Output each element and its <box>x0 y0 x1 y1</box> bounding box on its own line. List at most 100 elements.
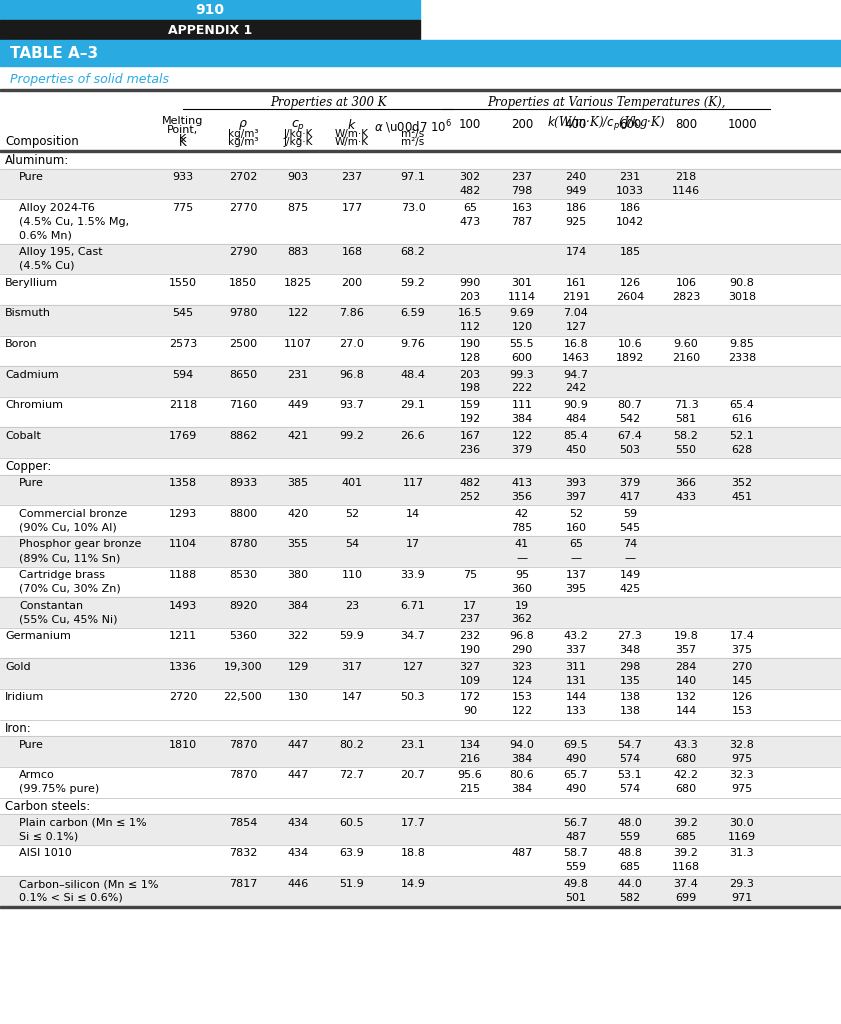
Text: 41: 41 <box>515 540 529 550</box>
Text: 433: 433 <box>675 492 696 502</box>
Text: 27.3: 27.3 <box>617 631 643 641</box>
Text: 357: 357 <box>675 645 696 655</box>
Text: 97.1: 97.1 <box>400 172 426 182</box>
Text: $\rho$: $\rho$ <box>238 118 248 132</box>
Text: 2500: 2500 <box>229 339 257 349</box>
Text: 284: 284 <box>675 662 696 672</box>
Text: 1550: 1550 <box>169 278 197 288</box>
Bar <box>0 274 841 305</box>
Bar <box>0 845 841 876</box>
Text: 600: 600 <box>511 353 532 362</box>
Text: (90% Cu, 10% Al): (90% Cu, 10% Al) <box>19 522 117 532</box>
Text: 65: 65 <box>463 203 477 213</box>
Text: —: — <box>516 553 527 563</box>
Text: 352: 352 <box>732 478 753 488</box>
Text: 52: 52 <box>569 509 583 519</box>
Text: 18.8: 18.8 <box>400 849 426 858</box>
Text: 167: 167 <box>459 431 480 440</box>
Text: 252: 252 <box>459 492 480 502</box>
Text: 384: 384 <box>511 754 532 764</box>
Text: 7817: 7817 <box>229 879 257 889</box>
Text: 393: 393 <box>565 478 586 488</box>
Text: 190: 190 <box>459 645 480 655</box>
Text: 384: 384 <box>288 601 309 610</box>
Text: J/kg·K: J/kg·K <box>283 129 313 139</box>
Text: 375: 375 <box>732 645 753 655</box>
Text: 1169: 1169 <box>728 831 756 842</box>
Text: 680: 680 <box>675 754 696 764</box>
Text: 356: 356 <box>511 492 532 502</box>
Text: 237: 237 <box>341 172 362 182</box>
Text: 65.7: 65.7 <box>563 770 589 780</box>
Text: 1769: 1769 <box>169 431 197 440</box>
Text: 7870: 7870 <box>229 739 257 750</box>
Text: 185: 185 <box>620 247 641 257</box>
Text: 49.8: 49.8 <box>563 879 589 889</box>
Text: 379: 379 <box>511 444 532 455</box>
Bar <box>0 458 841 475</box>
Text: 337: 337 <box>565 645 586 655</box>
Text: 215: 215 <box>459 784 480 795</box>
Text: 628: 628 <box>732 444 753 455</box>
Text: 8800: 8800 <box>229 509 257 519</box>
Text: 348: 348 <box>619 645 641 655</box>
Text: 2160: 2160 <box>672 353 700 362</box>
Text: 94.0: 94.0 <box>510 739 534 750</box>
Text: Properties at 300 K: Properties at 300 K <box>270 96 386 109</box>
Text: 484: 484 <box>565 414 587 424</box>
Text: (70% Cu, 30% Zn): (70% Cu, 30% Zn) <box>19 584 121 594</box>
Bar <box>0 798 841 814</box>
Text: 134: 134 <box>459 739 480 750</box>
Bar <box>0 150 841 152</box>
Text: 48.8: 48.8 <box>617 849 643 858</box>
Text: 0.6% Mn): 0.6% Mn) <box>19 230 71 241</box>
Text: 2118: 2118 <box>169 400 197 411</box>
Text: 290: 290 <box>511 645 532 655</box>
Text: 172: 172 <box>459 692 480 702</box>
Text: 2702: 2702 <box>229 172 257 182</box>
Text: 59.9: 59.9 <box>340 631 364 641</box>
Bar <box>0 566 841 597</box>
Text: 8920: 8920 <box>229 601 257 610</box>
Text: (89% Cu, 11% Sn): (89% Cu, 11% Sn) <box>19 553 120 563</box>
Text: 90: 90 <box>463 707 477 716</box>
Text: Copper:: Copper: <box>5 460 51 473</box>
Text: 237: 237 <box>459 614 480 625</box>
Text: 446: 446 <box>288 879 309 889</box>
Text: 550: 550 <box>675 444 696 455</box>
Text: 126: 126 <box>732 692 753 702</box>
Text: 27.0: 27.0 <box>340 339 364 349</box>
Text: 949: 949 <box>565 186 587 196</box>
Text: Constantan: Constantan <box>19 601 83 610</box>
Text: 362: 362 <box>511 614 532 625</box>
Text: 54.7: 54.7 <box>617 739 643 750</box>
Bar <box>0 169 841 200</box>
Text: 971: 971 <box>732 893 753 903</box>
Text: 58.7: 58.7 <box>563 849 589 858</box>
Text: 400: 400 <box>565 119 587 131</box>
Text: 58.2: 58.2 <box>674 431 698 440</box>
Text: 65: 65 <box>569 540 583 550</box>
Text: 198: 198 <box>459 383 480 393</box>
Text: 1168: 1168 <box>672 862 700 872</box>
Text: 559: 559 <box>565 862 586 872</box>
Text: Properties at Various Temperatures (K),
$k$(W/m·K)/$c_p$(J/kg·K): Properties at Various Temperatures (K), … <box>487 96 725 133</box>
Text: 52: 52 <box>345 509 359 519</box>
Bar <box>0 506 841 536</box>
Text: 22,500: 22,500 <box>224 692 262 702</box>
Text: 168: 168 <box>341 247 362 257</box>
Text: 147: 147 <box>341 692 362 702</box>
Text: 19.8: 19.8 <box>674 631 698 641</box>
Text: 94.7: 94.7 <box>563 370 589 380</box>
Text: 270: 270 <box>732 662 753 672</box>
Text: 6.59: 6.59 <box>400 308 426 318</box>
Text: Carbon–silicon (Mn ≤ 1%: Carbon–silicon (Mn ≤ 1% <box>19 879 158 889</box>
Bar <box>0 736 841 767</box>
Text: 135: 135 <box>620 676 641 686</box>
Text: 425: 425 <box>619 584 641 594</box>
Text: 9.85: 9.85 <box>729 339 754 349</box>
Text: 200: 200 <box>510 119 533 131</box>
Text: TABLE A–3: TABLE A–3 <box>10 45 98 60</box>
Text: 29.1: 29.1 <box>400 400 426 411</box>
Text: Commercial bronze: Commercial bronze <box>19 509 127 519</box>
